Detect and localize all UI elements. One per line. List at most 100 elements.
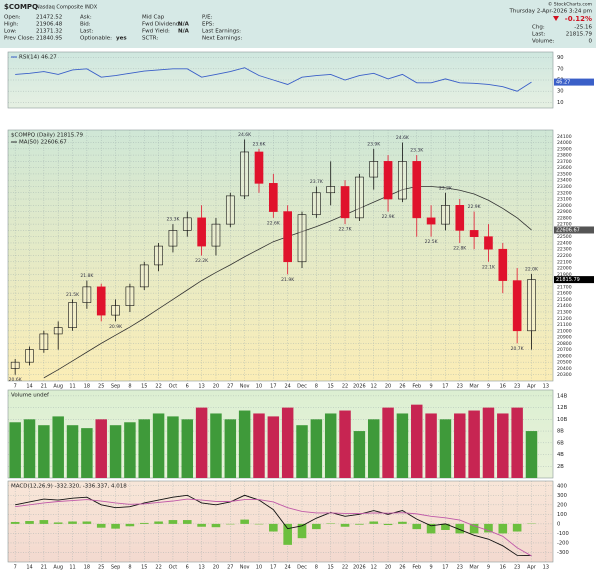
x-tick-label: Feb [412,384,421,390]
field-value: 21371.32 [36,29,62,35]
y-tick-label: 22300 [557,247,572,253]
histogram-bar [10,521,20,524]
price-annotation: 22.5K [425,239,439,245]
y-tick-label: 20900 [557,335,572,341]
histogram-bar [484,523,493,533]
price-annotation: 23.3K [410,148,424,154]
value-tag-label: 22606.67 [556,227,580,233]
x-tick-label: 25 [98,384,104,390]
value-tag-label: 46.27 [556,80,570,86]
histogram-bar [154,521,163,524]
volume-bar [95,419,107,478]
candle-body [39,333,49,350]
field-label: SCTR: [142,36,158,42]
y-tick-label: 21400 [557,303,572,309]
volume-bar [382,407,394,478]
x-tick-label: 21 [41,384,47,390]
volume-bar [9,422,21,478]
field-label: EPS: [202,22,214,28]
candle-body [96,286,106,316]
x-tick-label: 10 [256,565,262,571]
price-annotation: 23.7K [310,179,324,185]
x-tick-label: Nov [240,384,250,390]
field-label: Last: [532,32,545,38]
volume-bar [411,404,423,478]
x-tick-label: 13 [543,565,549,571]
histogram-bar [211,523,221,528]
y-tick-label: 23700 [557,159,572,165]
y-tick-label: 24100 [557,134,572,140]
histogram-bar [96,523,106,528]
histogram-bar [455,523,465,534]
candle-body [512,280,522,332]
y-tick-label: 21100 [557,322,572,328]
volume-bar [296,425,308,478]
x-tick-label: 20 [385,384,391,390]
field-value: 0 [589,39,593,45]
y-tick-label: 22400 [557,240,572,246]
candle-body [240,151,249,197]
line [15,494,532,556]
histogram-bar [383,523,393,526]
field-label: Volume: [532,39,554,45]
x-tick-label: 23 [514,565,520,571]
x-tick-label: 9 [429,565,432,571]
x-tick-label: Mar [469,384,479,390]
date: Thursday 2-Apr-2026 3:24 pm [508,9,592,15]
x-tick-label: 23 [514,384,520,390]
x-tick-label: 8 [128,384,131,390]
histogram-bar [82,521,92,524]
volume-bar [210,413,222,478]
histogram-bar [441,523,450,530]
x-tick-label: 8 [128,565,131,571]
down-arrow [553,16,559,21]
candle-body [426,217,436,225]
candle-body [398,161,407,200]
value-tag-label: 21815.79 [556,277,580,283]
price-annotation: 20.7K [511,346,525,352]
panel-title: Volume undef [11,393,50,399]
y-tick-label: 24000 [557,140,572,146]
price-annotation: 24.6K [396,135,410,141]
candle-body [297,214,307,263]
x-tick-label: 17 [270,384,276,390]
volume-bar [23,419,36,478]
candle-body [312,192,321,216]
histogram-bar [355,523,364,525]
y-tick-label: 20300 [557,372,572,378]
legend-label: MA(50) 22606.67 [19,140,67,146]
field-label: High: [4,22,19,28]
field-label: Last Earnings: [202,29,241,35]
candle-body [211,223,221,247]
y-tick-label: 70 [557,66,564,72]
histogram-bar [139,522,149,524]
x-tick-label: Feb [412,565,421,571]
histogram-bar [498,523,508,534]
x-tick-label: Dec [297,565,307,571]
y-tick-label: 23200 [557,190,572,196]
x-tick-label: 8 [315,565,318,571]
field-label: Optionable: [80,36,112,42]
histogram-bar [168,520,178,524]
candle-body [68,302,77,328]
x-tick-label: 16 [500,565,506,571]
y-tick-label: 0 [557,521,560,527]
y-tick-label: 23800 [557,153,572,159]
volume-bar [52,416,64,478]
price-annotation: 23.6K [252,141,266,147]
volume-bar [425,413,437,478]
x-tick-label: 17 [442,565,448,571]
change-percent: -0.12% [565,15,592,23]
x-tick-label: Sep [111,384,120,390]
volume-bar [482,407,495,478]
field-value: 21906.48 [36,22,63,28]
y-tick-label: -100 [557,531,569,537]
x-tick-label: 25 [98,565,104,571]
field-value: 21840.95 [36,36,63,42]
y-tick-label: 2B [557,464,564,470]
x-tick-label: Dec [297,384,307,390]
y-tick-label: 23000 [557,203,572,209]
candle-body [82,286,92,303]
field-label: Mid Cap [142,15,165,21]
x-tick-label: Oct [169,565,178,571]
